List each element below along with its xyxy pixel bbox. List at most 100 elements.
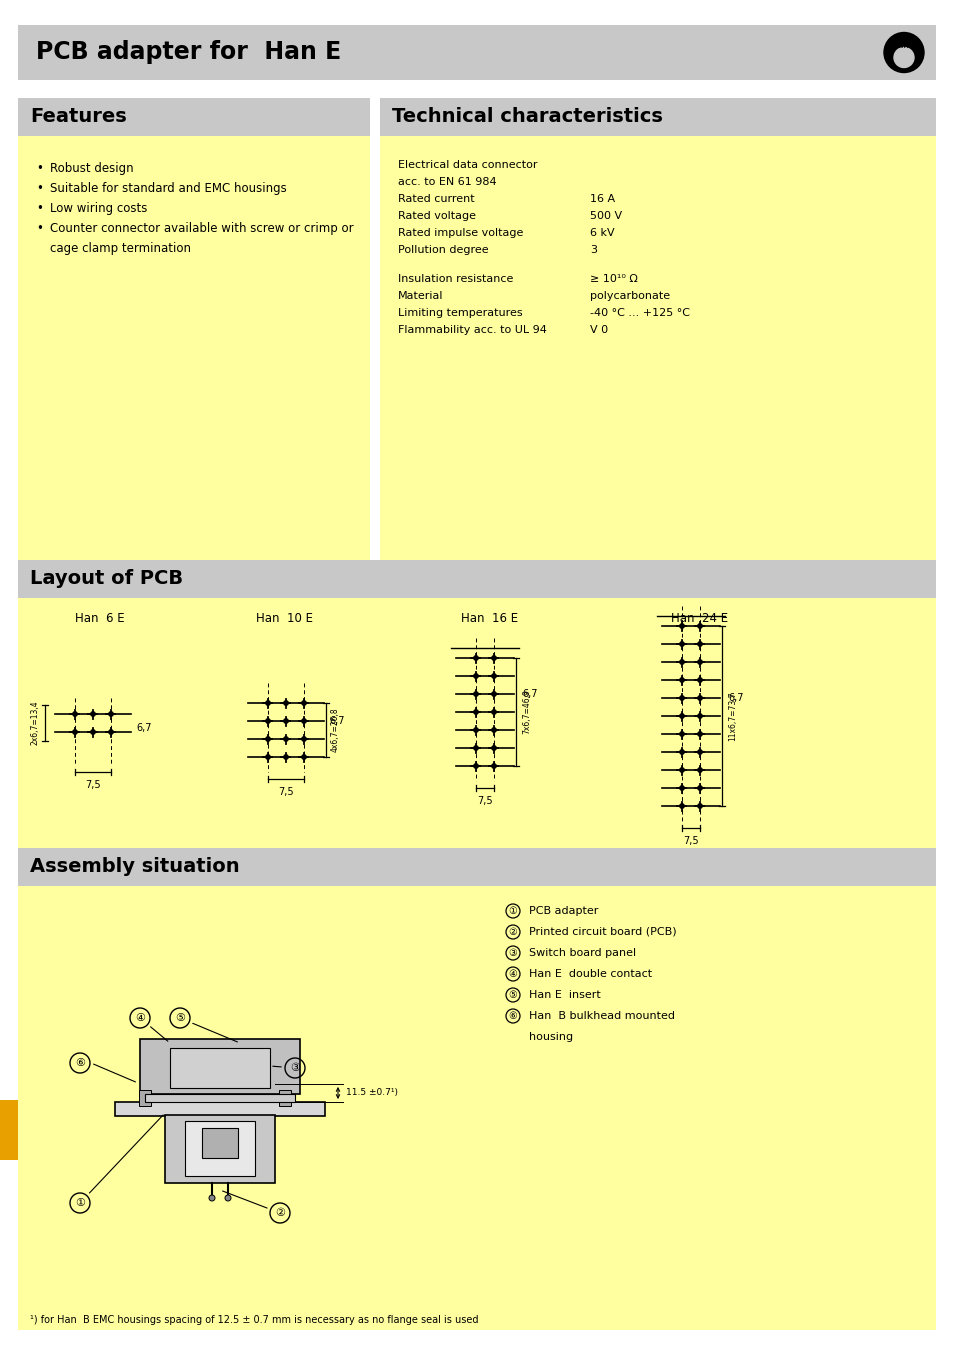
Circle shape [474, 764, 477, 768]
Bar [18, 886, 935, 1330]
Text: acc. to EN 61 984: acc. to EN 61 984 [397, 177, 497, 188]
Text: 2x6,7=13,4: 2x6,7=13,4 [30, 701, 40, 745]
Text: HARTING: HARTING [889, 45, 917, 49]
Text: 6,7: 6,7 [521, 688, 537, 699]
Text: Rated current: Rated current [397, 194, 475, 204]
Circle shape [697, 749, 701, 755]
Text: -40 °C ... +125 °C: -40 °C ... +125 °C [589, 308, 689, 319]
Circle shape [209, 1195, 214, 1202]
Circle shape [266, 718, 270, 724]
Text: PCB adapter for  Han E: PCB adapter for Han E [36, 40, 341, 65]
Circle shape [492, 764, 496, 768]
Circle shape [72, 730, 77, 734]
Circle shape [492, 674, 496, 678]
Text: Assembly situation: Assembly situation [30, 857, 239, 876]
Circle shape [697, 803, 701, 809]
Text: Han E  insert: Han E insert [529, 990, 600, 1000]
Bar [379, 136, 935, 560]
Bar [165, 1115, 274, 1183]
Circle shape [283, 718, 288, 724]
Circle shape [697, 624, 701, 628]
Circle shape [893, 47, 913, 68]
Circle shape [679, 678, 683, 682]
Text: ①: ① [508, 906, 517, 917]
Text: ①: ① [75, 1197, 85, 1208]
Text: ④: ④ [508, 969, 517, 979]
Circle shape [679, 660, 683, 664]
Circle shape [697, 695, 701, 701]
Text: ≥ 10¹⁰ Ω: ≥ 10¹⁰ Ω [589, 274, 638, 284]
Text: ④: ④ [135, 1012, 145, 1023]
Bar [185, 1120, 254, 1176]
Text: Counter connector available with screw or crimp or: Counter connector available with screw o… [50, 221, 354, 235]
Bar [278, 1089, 291, 1106]
Circle shape [697, 678, 701, 682]
Text: ¹) for Han  B EMC housings spacing of 12.5 ± 0.7 mm is necessary as no flange se: ¹) for Han B EMC housings spacing of 12.… [30, 1315, 478, 1324]
Circle shape [679, 695, 683, 701]
Bar [139, 1089, 151, 1106]
Text: ⑤: ⑤ [508, 990, 517, 1000]
Text: Flammability acc. to UL 94: Flammability acc. to UL 94 [397, 325, 546, 335]
Circle shape [697, 641, 701, 647]
Text: 11x6,7=73,7: 11x6,7=73,7 [727, 691, 737, 741]
Text: •: • [36, 221, 43, 235]
Text: 7,5: 7,5 [278, 787, 294, 796]
Circle shape [283, 755, 288, 759]
Text: 4x6,7=26,8: 4x6,7=26,8 [331, 707, 339, 752]
Circle shape [697, 714, 701, 718]
Bar [379, 99, 935, 136]
Circle shape [301, 718, 306, 724]
Text: Rated impulse voltage: Rated impulse voltage [397, 228, 523, 238]
Text: Han  16 E: Han 16 E [461, 612, 518, 625]
Text: 6,7: 6,7 [329, 716, 344, 726]
Bar [170, 1048, 270, 1088]
Circle shape [492, 710, 496, 714]
Text: V 0: V 0 [589, 325, 607, 335]
Bar [18, 848, 935, 886]
Circle shape [266, 737, 270, 741]
Text: cage clamp termination: cage clamp termination [50, 242, 191, 255]
Text: Han  10 E: Han 10 E [256, 612, 314, 625]
Text: •: • [36, 182, 43, 194]
Circle shape [72, 711, 77, 717]
Circle shape [679, 786, 683, 790]
Text: Low wiring costs: Low wiring costs [50, 202, 147, 215]
Circle shape [679, 732, 683, 736]
Circle shape [283, 701, 288, 705]
Bar [145, 1094, 294, 1102]
Text: ③: ③ [508, 948, 517, 958]
Text: 16 A: 16 A [589, 194, 615, 204]
Circle shape [492, 745, 496, 751]
Circle shape [266, 701, 270, 705]
Text: Han  B bulkhead mounted: Han B bulkhead mounted [529, 1011, 675, 1021]
Circle shape [492, 728, 496, 732]
Circle shape [301, 755, 306, 759]
Circle shape [474, 674, 477, 678]
Circle shape [474, 691, 477, 697]
Text: ⑤: ⑤ [174, 1012, 185, 1023]
Circle shape [266, 755, 270, 759]
Circle shape [679, 803, 683, 809]
Circle shape [679, 641, 683, 647]
Text: 6,7: 6,7 [727, 693, 742, 703]
Text: ②: ② [508, 927, 517, 937]
Bar [0, 1100, 18, 1160]
Circle shape [301, 737, 306, 741]
Circle shape [283, 737, 288, 741]
Circle shape [883, 32, 923, 73]
Text: ⑥: ⑥ [75, 1058, 85, 1068]
Text: 7,5: 7,5 [682, 836, 699, 846]
Circle shape [492, 656, 496, 660]
Text: Electrical data connector: Electrical data connector [397, 161, 537, 170]
Circle shape [109, 730, 113, 734]
Text: •: • [36, 162, 43, 176]
Text: 3: 3 [589, 244, 597, 255]
Bar [202, 1129, 237, 1158]
Circle shape [301, 701, 306, 705]
Text: Limiting temperatures: Limiting temperatures [397, 308, 522, 319]
Circle shape [91, 730, 95, 734]
Bar [140, 1040, 299, 1094]
Circle shape [679, 624, 683, 628]
Text: PCB adapter: PCB adapter [529, 906, 598, 917]
Text: ②: ② [274, 1208, 285, 1218]
